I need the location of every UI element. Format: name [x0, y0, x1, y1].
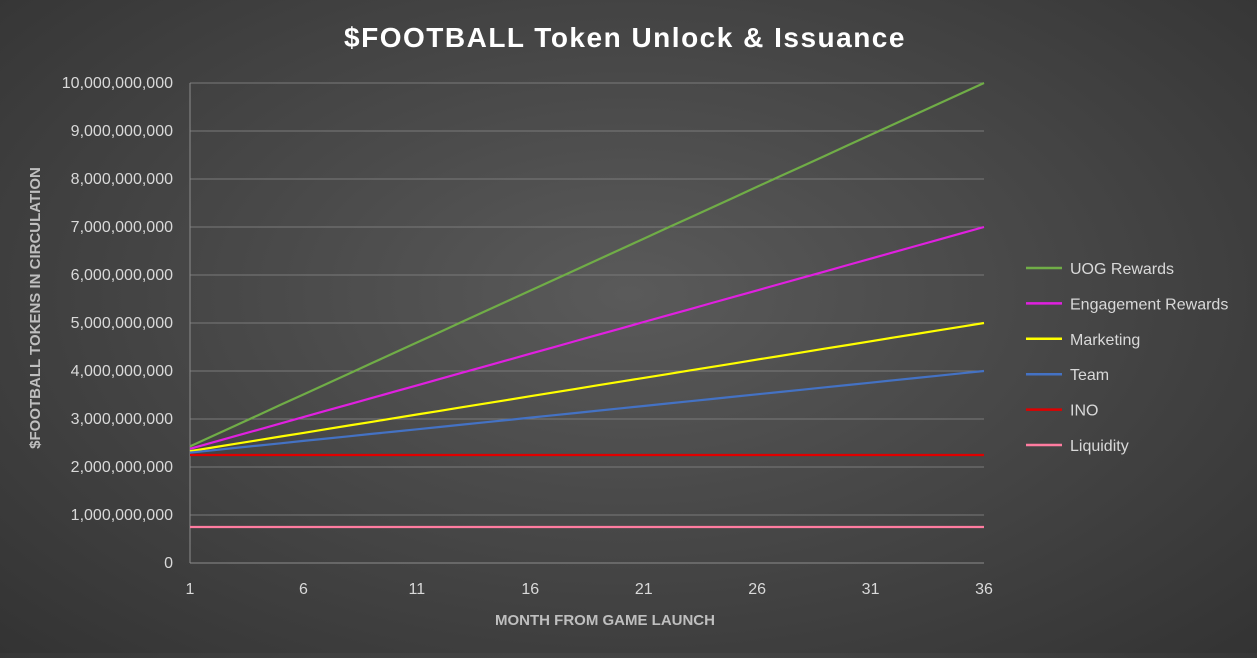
y-axis-ticks: 0 1,000,000,000 2,000,000,000 3,000,000,000… — [62, 75, 173, 572]
series-line — [189, 225, 985, 450]
y-tick-label: 0 — [164, 555, 173, 572]
x-tick-label: 36 — [975, 581, 993, 598]
y-tick-label: 2,000,000,000 — [71, 459, 173, 476]
legend-label: Engagement Rewards — [1070, 296, 1228, 313]
x-tick-label: 26 — [748, 581, 766, 598]
y-tick-label: 9,000,000,000 — [71, 123, 173, 140]
x-tick-label: 11 — [409, 581, 426, 598]
series-line — [189, 81, 985, 448]
y-tick-label: 4,000,000,000 — [71, 363, 173, 380]
legend-label: Marketing — [1070, 332, 1140, 349]
x-axis-ticks: 1 6 11 16 21 26 31 36 — [186, 581, 993, 598]
series-line — [189, 321, 985, 453]
x-tick-label: 21 — [635, 581, 653, 598]
y-tick-label: 7,000,000,000 — [71, 219, 173, 236]
series-lines — [189, 81, 985, 529]
x-tick-label: 31 — [862, 581, 880, 598]
legend-label: Liquidity — [1070, 438, 1129, 455]
legend-label: INO — [1070, 403, 1098, 420]
axes — [189, 83, 984, 564]
y-tick-label: 1,000,000,000 — [71, 507, 173, 524]
y-tick-label: 6,000,000,000 — [71, 267, 173, 284]
legend: UOG Rewards Engagement Rewards Marketing Te… — [1026, 261, 1228, 455]
y-tick-label: 8,000,000,000 — [71, 171, 173, 188]
x-tick-label: 1 — [186, 581, 195, 598]
y-axis-title: $FOOTBALL TOKENS IN CIRCULATION — [27, 167, 44, 449]
grid — [190, 82, 984, 516]
legend-label: Team — [1070, 367, 1109, 384]
legend-label: UOG Rewards — [1070, 261, 1174, 278]
x-axis-title: MONTH FROM GAME LAUNCH — [495, 612, 715, 629]
y-tick-label: 3,000,000,000 — [71, 411, 173, 428]
series-line — [189, 369, 985, 454]
x-tick-label: 16 — [521, 581, 539, 598]
x-tick-label: 6 — [299, 581, 308, 598]
y-tick-label: 10,000,000,000 — [62, 75, 173, 92]
y-tick-label: 5,000,000,000 — [71, 315, 173, 332]
chart-title: $FOOTBALL Token Unlock & Issuance — [344, 22, 906, 53]
